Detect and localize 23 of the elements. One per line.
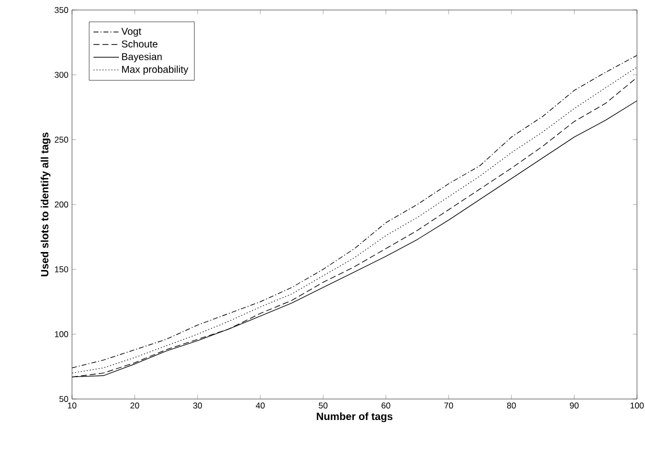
y-axis-title: Used slots to identify all tags — [40, 132, 50, 276]
y-tick-label: 50 — [59, 396, 68, 402]
y-tick-label: 100 — [54, 331, 68, 338]
x-tick-label: 20 — [130, 402, 140, 409]
x-tick-label: 100 — [630, 402, 644, 409]
x-tick-label: 80 — [507, 402, 516, 409]
legend-label: Vogt — [121, 28, 142, 37]
x-tick-label: 90 — [570, 402, 579, 409]
y-tick-label: 350 — [54, 7, 68, 13]
legend-label: Bayesian — [122, 52, 162, 62]
x-tick-label: 40 — [256, 402, 265, 409]
x-tick-label: 60 — [382, 402, 390, 409]
legend-label: Schoute — [122, 40, 158, 48]
x-tick-label: 50 — [318, 402, 328, 409]
x-tick-label: 30 — [193, 402, 202, 409]
y-tick-label: 200 — [54, 202, 68, 208]
legend-label: Max probability — [122, 66, 188, 75]
y-tick-label: 300 — [54, 72, 68, 78]
x-axis-title: Number of tags — [316, 412, 392, 422]
x-tick-label: 70 — [444, 402, 454, 409]
x-tick-label: 10 — [68, 402, 76, 409]
y-tick-label: 250 — [54, 136, 68, 143]
y-tick-label: 150 — [54, 266, 68, 272]
